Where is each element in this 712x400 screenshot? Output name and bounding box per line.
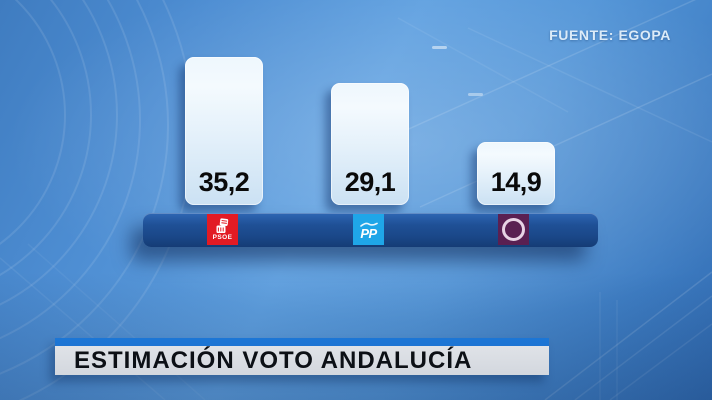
psoe-logo-text: PSOE (212, 234, 233, 241)
psoe-logo-icon: PSOE (207, 214, 238, 245)
title-background: ESTIMACIÓN VOTO ANDALUCÍA (55, 346, 549, 375)
pp-logo-icon: PP (353, 214, 384, 245)
page-title: ESTIMACIÓN VOTO ANDALUCÍA (74, 346, 473, 374)
bar-psoe: 35,2 (185, 57, 263, 205)
psoe-fist-rose-icon (216, 218, 229, 233)
title-banner: ESTIMACIÓN VOTO ANDALUCÍA (55, 338, 549, 375)
party-axis-band: PSOE PP (143, 213, 598, 247)
bar-pp: 29,1 (331, 83, 409, 205)
title-accent-strip (55, 338, 549, 346)
podemos-logo-icon (498, 214, 529, 245)
pp-gaviota-icon (359, 222, 378, 227)
bar-value-pp: 29,1 (344, 167, 396, 197)
dash-accents-icon (432, 46, 483, 96)
bar-podemos: 14,9 (477, 142, 555, 205)
source-label: FUENTE: EGOPA (549, 27, 671, 43)
pp-logo-text: PP (360, 225, 377, 241)
bar-value-podemos: 14,9 (490, 167, 542, 197)
bar-value-psoe: 35,2 (198, 167, 250, 197)
podemos-circle-icon (502, 218, 525, 241)
